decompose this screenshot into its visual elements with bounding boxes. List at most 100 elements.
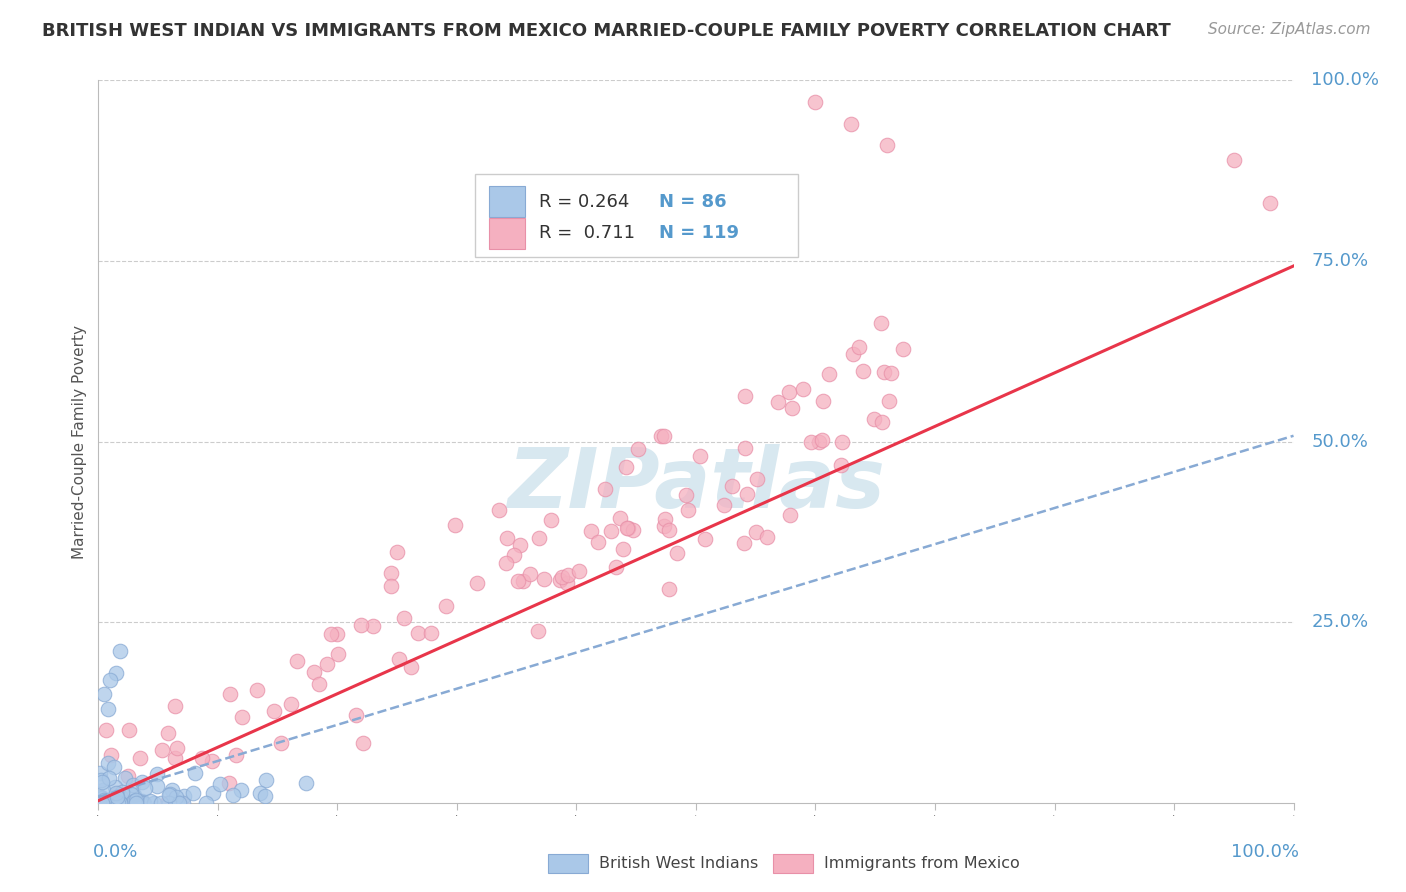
Point [350, 618, 373, 632]
Point [808, 435, 831, 450]
Point [685, 189, 707, 203]
Point [146, 780, 169, 794]
Point [254, 789, 277, 803]
Point [105, 796, 128, 810]
Point [842, 347, 865, 361]
Text: British West Indians: British West Indians [599, 856, 758, 871]
Point [734, 442, 756, 456]
Point [870, 415, 893, 429]
Point [652, 429, 675, 443]
Point [131, 796, 153, 810]
Point [755, 530, 778, 544]
Point [678, 502, 700, 516]
Point [652, 519, 675, 533]
Point [122, 778, 145, 792]
Text: N = 119: N = 119 [659, 225, 740, 243]
Point [654, 512, 676, 526]
Point [326, 627, 349, 641]
Point [129, 751, 152, 765]
Point [810, 433, 832, 447]
Point [465, 575, 488, 590]
Point [105, 787, 128, 801]
Point [352, 735, 374, 749]
Point [548, 574, 571, 588]
Point [326, 648, 349, 662]
Point [568, 565, 591, 579]
Text: 100.0%: 100.0% [1312, 71, 1379, 89]
Point [225, 747, 247, 762]
Point [139, 794, 162, 808]
Point [593, 482, 616, 496]
Point [434, 599, 457, 613]
Point [779, 508, 801, 522]
Point [110, 789, 132, 804]
Point [503, 548, 526, 562]
Point [308, 677, 330, 691]
Point [131, 775, 153, 789]
Point [163, 698, 186, 713]
Point [202, 786, 225, 800]
Point [586, 534, 609, 549]
Point [122, 794, 145, 808]
Point [91, 783, 114, 797]
Point [93, 687, 115, 701]
Point [519, 566, 541, 581]
Point [540, 514, 562, 528]
Point [201, 755, 224, 769]
Point [97, 796, 120, 810]
Text: R =  0.711: R = 0.711 [540, 225, 636, 243]
Point [263, 704, 285, 718]
Point [108, 644, 131, 658]
Point [555, 575, 578, 590]
Point [111, 785, 134, 799]
Point [249, 786, 271, 800]
Point [285, 654, 308, 668]
Point [89, 765, 111, 780]
Point [1258, 196, 1281, 211]
Point [90, 796, 112, 810]
Point [713, 498, 735, 512]
Point [209, 776, 232, 790]
Point [246, 683, 269, 698]
Point [105, 796, 128, 810]
Point [94, 723, 117, 737]
Point [112, 796, 135, 810]
Point [183, 765, 205, 780]
Point [693, 532, 716, 546]
Point [98, 796, 121, 810]
Point [125, 792, 148, 806]
Point [675, 488, 697, 502]
Point [877, 393, 900, 408]
Point [294, 776, 316, 790]
Point [600, 524, 623, 538]
Point [388, 651, 411, 665]
Point [689, 449, 711, 463]
Point [190, 751, 212, 765]
Point [792, 382, 814, 396]
Point [101, 790, 124, 805]
Point [104, 796, 127, 810]
Point [780, 401, 803, 416]
Point [90, 789, 112, 804]
Point [108, 796, 131, 810]
Point [406, 625, 429, 640]
Point [557, 568, 579, 582]
Point [142, 796, 165, 810]
Point [156, 726, 179, 740]
Point [315, 657, 337, 672]
Text: Immigrants from Mexico: Immigrants from Mexico [824, 856, 1019, 871]
Point [166, 741, 188, 756]
Point [380, 579, 402, 593]
Point [122, 788, 145, 802]
Point [132, 796, 155, 810]
Point [387, 545, 409, 559]
Point [876, 138, 898, 153]
Point [167, 796, 190, 810]
Point [115, 796, 138, 810]
Point [869, 316, 891, 330]
Point [156, 796, 179, 810]
Text: 25.0%: 25.0% [1312, 613, 1368, 632]
Point [89, 796, 111, 810]
Point [506, 574, 529, 588]
Point [509, 538, 531, 552]
